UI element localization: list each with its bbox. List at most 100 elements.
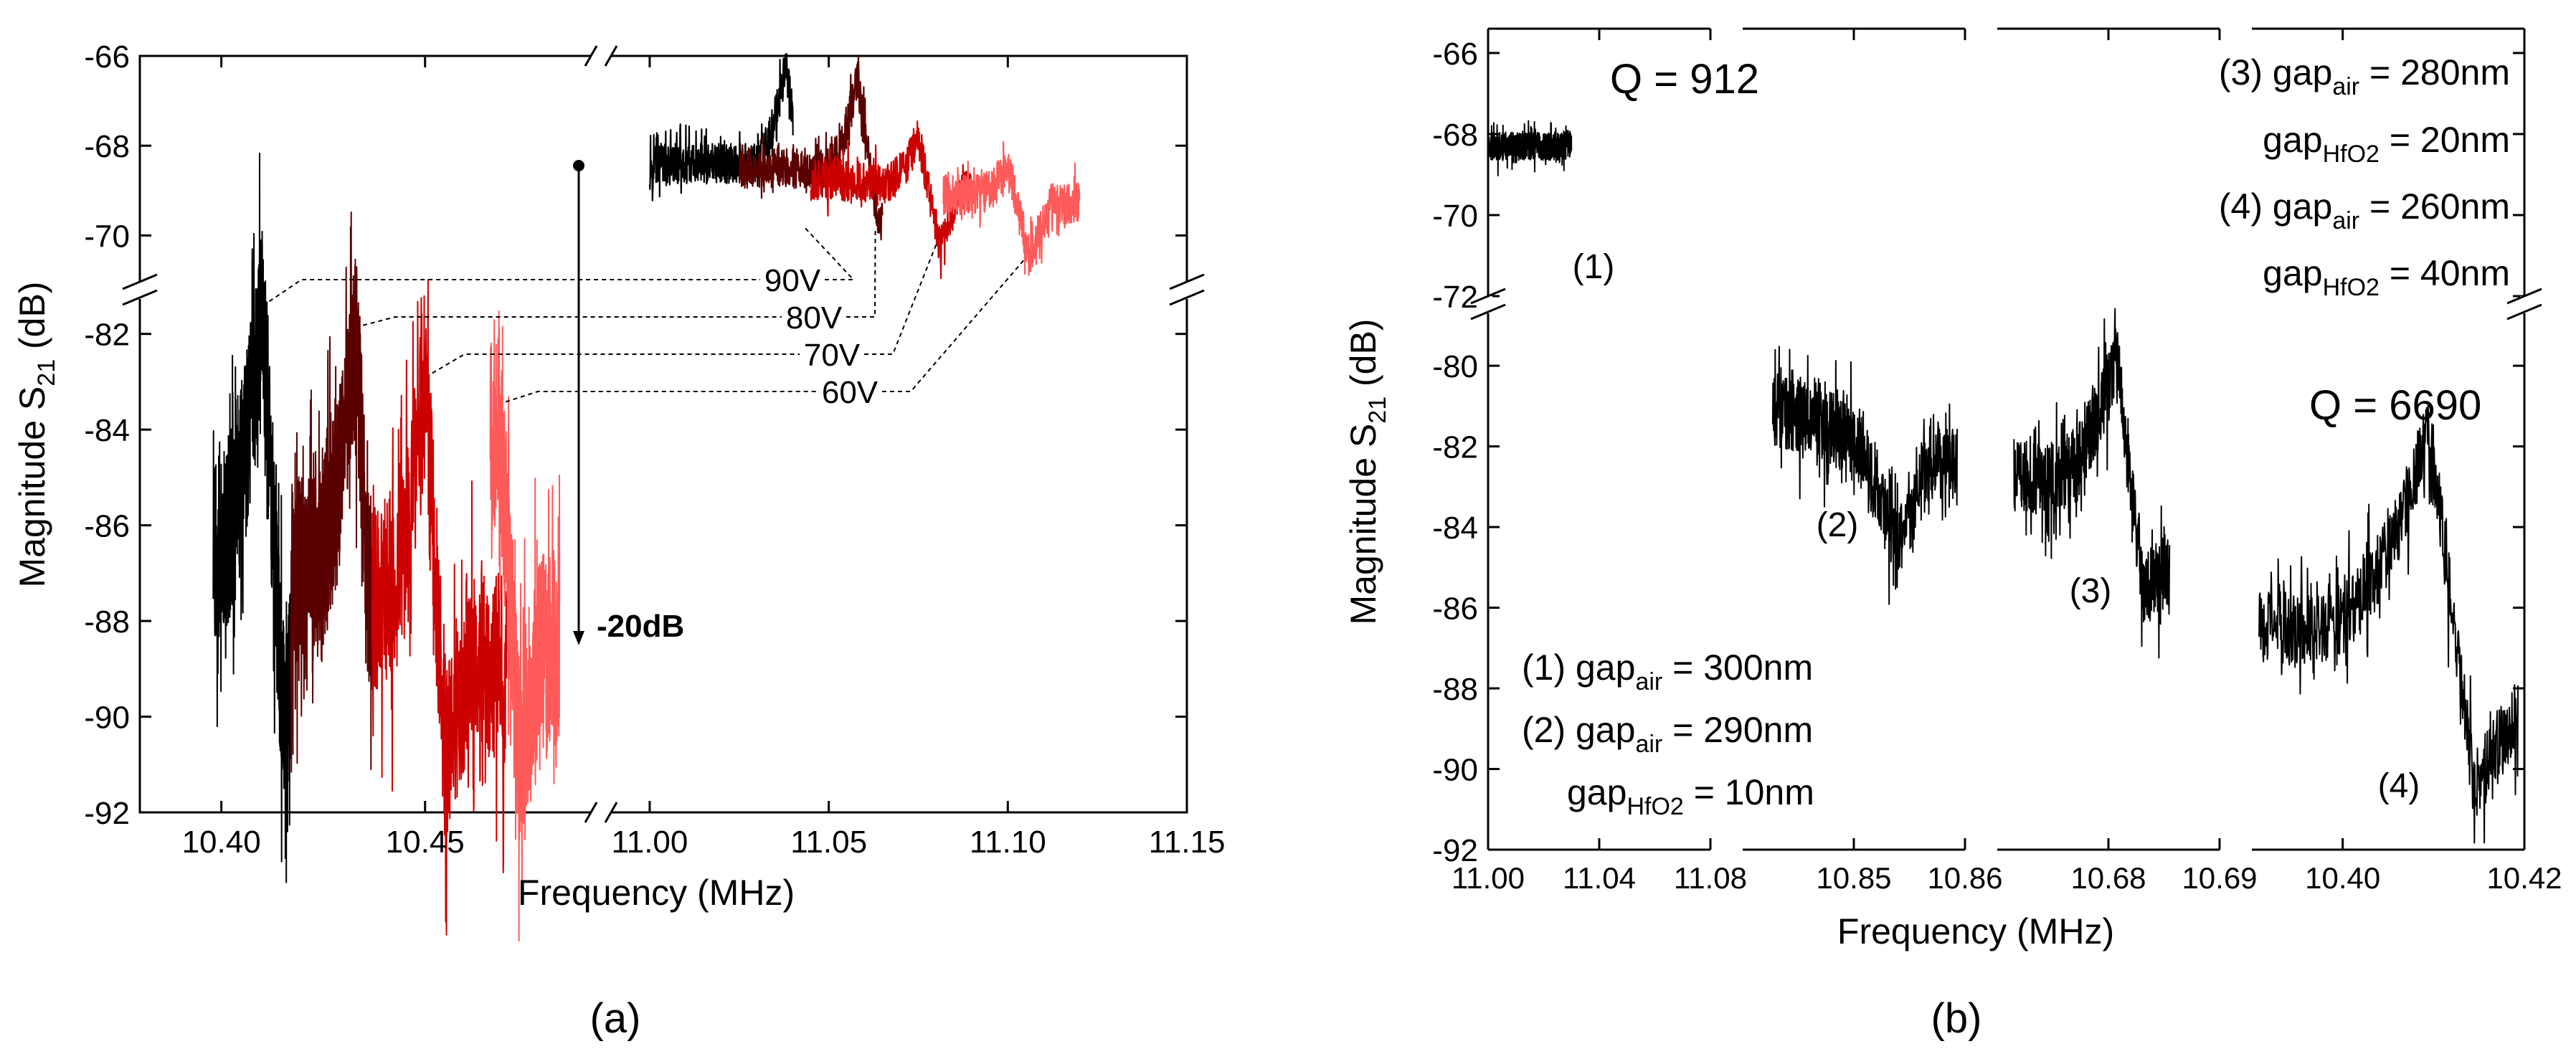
panel-b-ytick-label: -80 [1432,349,1478,384]
panel-a-axes: -66 -68 -70 -82 -84 -86 -88 -90 -92 10.40 10.45 11.… [84,39,1225,860]
callout-label-70V: 70V [804,338,861,373]
panel-a-x-break-slash [584,45,598,67]
legend-text: = 280nm [2359,52,2510,92]
panel-a-xtick-label: 10.45 [386,825,465,860]
spectrum-low-90V [212,152,292,883]
spectrum-high-70V [810,120,973,280]
callout-label-60V: 60V [822,375,879,410]
spectrum-high-90V [648,52,794,201]
panel-b-ytick-label: -72 [1432,280,1478,315]
legend-subscript: air [2332,73,2359,100]
panel-b-ytick-label: -66 [1432,37,1478,72]
spectrum-low-60V [489,310,561,942]
panel-b-xtick-label: 10.69 [2182,861,2257,895]
panel-a-y-break-slash [1169,273,1205,290]
panel-a-xtick-label: 11.00 [612,825,688,860]
panel-a-xtick-label: 11.15 [1149,825,1226,860]
arrow-head-icon [573,631,584,645]
legend-right-line-3: (4) gapair = 260nm [2219,186,2510,234]
panel-a-caption: (a) [590,995,641,1042]
panel-b-xtick-label: 10.42 [2486,861,2562,895]
panel-a-y-break-gap [1183,282,1191,299]
segment-label-2: (2) [1817,506,1859,544]
legend-subscript: HfO2 [2323,274,2380,301]
panel-a-y-break-slash [122,289,158,306]
spectrum-low-70V [371,279,508,936]
panel-b-xtick-label: 10.86 [1927,861,2002,895]
panel-a-ytick-label: -90 [84,701,130,736]
legend-subscript: HfO2 [1626,793,1683,820]
panel-b-xtick-label: 11.04 [1563,861,1636,895]
panel-b-y-break-slash [1470,303,1506,321]
q-label-912: Q = 912 [1610,56,1759,103]
panel-b-y-break-slash [2506,303,2542,321]
panel-a-ytick-label: -68 [84,129,130,164]
legend-text: = 20nm [2380,120,2510,160]
q-label-6690: Q = 6690 [2309,382,2481,429]
segment-label-4: (4) [2378,767,2420,805]
panel-a-xtick-label: 11.10 [970,825,1046,860]
panel-a-ytick-label: -82 [84,318,130,353]
callout-line-70V-high [864,244,937,355]
panel-a-x-break-slash [604,45,618,67]
legend-left-line-1: (1) gapair = 300nm [1522,647,1813,695]
legend-subscript: air [1635,731,1662,758]
segment-label-3: (3) [2070,572,2112,610]
panel-a-x-axis-label: Frequency (MHz) [518,873,795,913]
panel-b-ytick-label: -82 [1432,430,1478,465]
callout-line-90V-high [802,226,856,280]
callout-line-90V [268,279,760,303]
spectrum-segment-3 [2013,308,2171,659]
panel-a-x-break-gap [591,52,611,60]
panel-a-ytick-label: -70 [84,219,130,254]
legend-text: = 40nm [2380,253,2510,293]
legend-text: gap [1567,772,1626,812]
spectrum-segment-4 [2258,404,2519,844]
legend-text: (4) gap [2219,186,2332,227]
legend-subscript: air [1635,668,1662,695]
legend-text: = 290nm [1662,710,1813,750]
segment-label-1: (1) [1573,248,1615,286]
legend-text: = 260nm [2359,186,2510,227]
spectrum-low-80V [290,211,373,773]
panel-a-20db-arrow: -20dB [573,160,684,645]
panel-a-x-break-slash [584,802,598,823]
panel-b-y-break-slash [2506,288,2542,305]
legend-subscript: air [2332,207,2359,234]
callout-line-60V [505,391,818,403]
panel-b-xtick-label: 11.00 [1452,861,1525,895]
panel-a-ytick-label: -88 [84,604,130,640]
panel-b-x-axis-label: Frequency (MHz) [1837,911,2114,951]
panel-a-chart: -66 -68 -70 -82 -84 -86 -88 -90 -92 10.40 10.45 11.… [12,39,1225,1042]
panel-a-y-break-slash [1169,289,1205,306]
panel-a-ytick-label: -86 [84,509,130,544]
callout-label-80V: 80V [786,300,843,336]
panel-b-ytick-label: -92 [1432,833,1478,868]
panel-b-ytick-label: -88 [1432,672,1478,707]
spectrum-high-60V [942,141,1081,276]
callout-line-80V-high [846,231,876,318]
callout-label-90V: 90V [764,263,821,298]
legend-right-line-2: gapHfO2 = 20nm [2263,120,2510,168]
panel-b-chart: (1) (2) (3) (4) -66 -68 -70 -72 -80 -82 -84 -86 -88… [1343,27,2562,1042]
panel-a-ytick-label: -92 [84,796,130,831]
panel-b-y-break-slash [1470,288,1506,305]
legend-left-line-2: (2) gapair = 290nm [1522,710,1813,758]
panel-b-ytick-label: -90 [1432,753,1478,788]
panel-a-ytick-label: -84 [84,413,130,448]
panel-b-ytick-label: -84 [1432,511,1478,546]
panel-b-xtick-label: 11.08 [1674,861,1747,895]
legend-text: (2) gap [1522,710,1635,750]
spectrum-high-80V [738,55,884,241]
panel-b-xtick-label: 10.68 [2070,861,2146,895]
callout-line-60V-high [882,257,1027,392]
panel-a-x-break-gap [591,808,611,817]
legend-text: gap [2263,120,2322,160]
legend-text: (3) gap [2219,52,2332,92]
legend-text: = 10nm [1684,772,1814,812]
panel-a-xtick-label: 11.05 [790,825,867,860]
